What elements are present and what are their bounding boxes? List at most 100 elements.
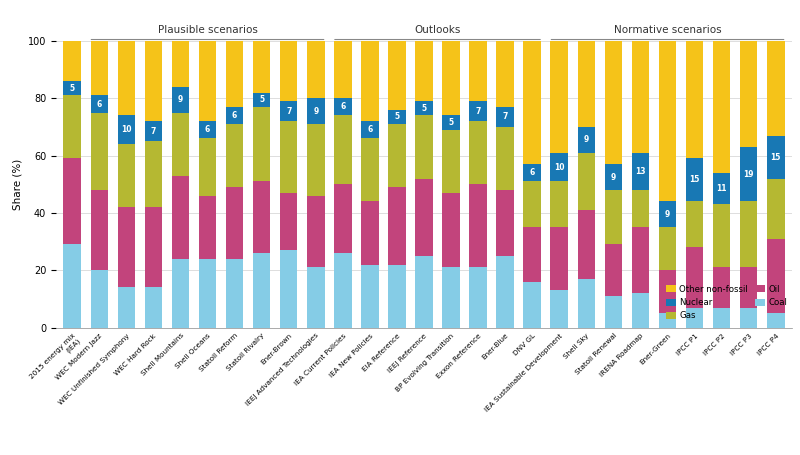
Bar <box>145 288 162 328</box>
Bar <box>767 178 785 239</box>
Bar <box>470 41 487 101</box>
Bar <box>767 136 785 178</box>
Bar <box>605 164 622 190</box>
Bar <box>415 101 433 116</box>
Bar <box>658 313 676 328</box>
Bar <box>740 147 758 202</box>
Text: 7: 7 <box>502 112 508 121</box>
Bar <box>496 41 514 107</box>
Bar <box>63 158 81 244</box>
Bar <box>361 138 378 202</box>
Text: 5: 5 <box>449 118 454 127</box>
Text: 10: 10 <box>554 162 565 172</box>
Bar <box>63 96 81 158</box>
Bar <box>632 228 650 293</box>
Bar <box>307 98 325 124</box>
Bar <box>118 144 135 207</box>
Bar <box>280 121 298 193</box>
Bar <box>198 121 216 138</box>
Bar <box>118 207 135 288</box>
Text: 11: 11 <box>716 184 727 193</box>
Text: 6: 6 <box>232 111 238 120</box>
Bar <box>496 256 514 328</box>
Bar <box>307 124 325 196</box>
Bar <box>523 41 541 164</box>
Bar <box>172 113 190 176</box>
Bar <box>740 308 758 328</box>
Bar <box>686 158 703 202</box>
Bar <box>361 121 378 138</box>
Bar <box>63 41 81 81</box>
Bar <box>388 264 406 328</box>
Bar <box>442 268 460 328</box>
Bar <box>280 101 298 121</box>
Bar <box>740 41 758 147</box>
Bar <box>740 202 758 268</box>
Bar <box>713 41 730 173</box>
Bar <box>605 296 622 328</box>
Bar <box>442 193 460 268</box>
Bar <box>605 244 622 296</box>
Bar <box>442 41 460 116</box>
Bar <box>307 268 325 328</box>
Bar <box>415 256 433 328</box>
Bar <box>253 107 270 182</box>
Bar <box>686 308 703 328</box>
Text: 7: 7 <box>475 106 481 116</box>
Bar <box>658 202 676 227</box>
Bar <box>334 184 352 253</box>
Bar <box>226 259 243 328</box>
Text: 10: 10 <box>121 125 132 134</box>
Bar <box>632 293 650 328</box>
Bar <box>415 41 433 101</box>
Bar <box>578 279 595 328</box>
Bar <box>145 121 162 142</box>
Bar <box>334 98 352 116</box>
Bar <box>496 127 514 190</box>
Text: 6: 6 <box>530 168 535 177</box>
Bar <box>523 227 541 282</box>
Text: 9: 9 <box>584 135 589 144</box>
Bar <box>686 248 703 308</box>
Text: Plausible scenarios: Plausible scenarios <box>158 25 258 35</box>
Bar <box>307 41 325 98</box>
Bar <box>361 264 378 328</box>
Bar <box>198 138 216 196</box>
Bar <box>470 101 487 121</box>
Bar <box>550 182 568 227</box>
Bar <box>90 190 108 270</box>
Bar <box>550 153 568 182</box>
Bar <box>605 190 622 244</box>
Bar <box>253 41 270 92</box>
Bar <box>523 182 541 227</box>
Bar <box>658 41 676 202</box>
Text: 6: 6 <box>205 125 210 134</box>
Bar <box>334 253 352 328</box>
Bar <box>90 41 108 96</box>
Bar <box>226 107 243 124</box>
Bar <box>740 268 758 308</box>
Bar <box>198 259 216 328</box>
Bar <box>307 196 325 268</box>
Text: 5: 5 <box>394 112 399 121</box>
Bar <box>118 288 135 328</box>
Text: 5: 5 <box>422 104 426 113</box>
Text: 5: 5 <box>70 84 74 93</box>
Bar <box>442 130 460 193</box>
Bar <box>632 190 650 227</box>
Bar <box>550 41 568 153</box>
Bar <box>388 41 406 110</box>
Bar <box>767 313 785 328</box>
Bar <box>713 268 730 308</box>
Bar <box>767 239 785 313</box>
Bar <box>496 190 514 256</box>
Bar <box>496 107 514 127</box>
Bar <box>470 268 487 328</box>
Text: 9: 9 <box>610 172 616 182</box>
Bar <box>145 41 162 121</box>
Bar <box>226 187 243 259</box>
Bar <box>632 41 650 153</box>
Bar <box>226 41 243 107</box>
Bar <box>172 259 190 328</box>
Bar <box>578 127 595 153</box>
